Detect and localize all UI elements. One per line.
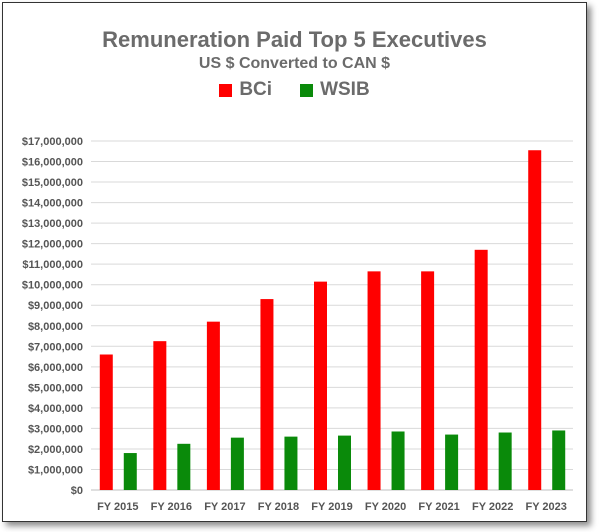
y-tick-label: $5,000,000	[28, 382, 83, 394]
y-tick-label: $16,000,000	[22, 157, 83, 169]
x-tick-label: FY 2020	[365, 501, 406, 513]
y-tick-label: $9,000,000	[28, 300, 83, 312]
y-tick-label: $6,000,000	[28, 362, 83, 374]
bar-wsib	[391, 431, 405, 490]
bar-wsib	[123, 453, 137, 490]
y-tick-label: $2,000,000	[28, 444, 83, 456]
legend-swatch-bci	[219, 83, 233, 97]
bar-bci	[367, 271, 381, 490]
bar-bci	[528, 150, 542, 491]
chart-title: Remuneration Paid Top 5 Executives	[102, 27, 487, 52]
bar-bci	[474, 249, 488, 490]
y-tick-label: $13,000,000	[22, 218, 83, 230]
chart-legend: BCi WSIB	[3, 79, 586, 101]
y-tick-label: $12,000,000	[22, 239, 83, 251]
x-tick-label: FY 2022	[472, 501, 513, 513]
bar-wsib	[177, 443, 191, 490]
y-tick-label: $0	[71, 485, 83, 497]
legend-swatch-wsib	[300, 83, 314, 97]
bar-bci	[260, 299, 274, 490]
bar-bci	[314, 281, 327, 490]
bar-bci	[99, 354, 113, 490]
bar-chart: $0 $1,000,000 $2,000,000 $3,000,000 $4,000,0…	[22, 136, 573, 513]
y-tick-label: $17,000,000	[22, 136, 83, 148]
bar-wsib	[284, 436, 298, 490]
x-tick-label: FY 2019	[311, 501, 352, 513]
y-tick-label: $10,000,000	[22, 280, 83, 292]
bar-wsib	[498, 432, 512, 490]
legend-label-wsib: WSIB	[320, 79, 370, 100]
y-tick-label: $3,000,000	[28, 423, 83, 435]
y-tick-label: $11,000,000	[22, 259, 83, 271]
x-tick-label: FY 2021	[418, 501, 459, 513]
y-tick-label: $1,000,000	[28, 464, 83, 476]
chart-subtitle: US $ Converted to CAN $	[198, 55, 391, 72]
y-tick-label: $4,000,000	[28, 403, 83, 415]
bar-bci	[421, 271, 435, 490]
y-tick-label: $14,000,000	[22, 198, 83, 210]
legend-item-wsib: WSIB	[300, 79, 370, 101]
y-tick-label: $15,000,000	[22, 177, 83, 189]
legend-label-bci: BCi	[239, 79, 273, 100]
bar-wsib	[338, 435, 351, 490]
chart-frame: Remuneration Paid Top 5 Executives US $ …	[2, 2, 587, 522]
bar-bci	[153, 341, 167, 490]
x-tick-label: FY 2023	[526, 501, 567, 513]
bar-wsib	[230, 437, 244, 490]
x-tick-label: FY 2016	[151, 501, 192, 513]
bar-bci	[206, 321, 220, 490]
bar-wsib	[445, 434, 459, 490]
y-tick-label: $8,000,000	[28, 321, 83, 333]
y-tick-label: $7,000,000	[28, 341, 83, 353]
x-tick-label: FY 2018	[258, 501, 299, 513]
bar-wsib	[552, 430, 566, 490]
x-tick-label: FY 2017	[204, 501, 245, 513]
x-tick-label: FY 2015	[97, 501, 138, 513]
legend-item-bci: BCi	[219, 79, 272, 101]
